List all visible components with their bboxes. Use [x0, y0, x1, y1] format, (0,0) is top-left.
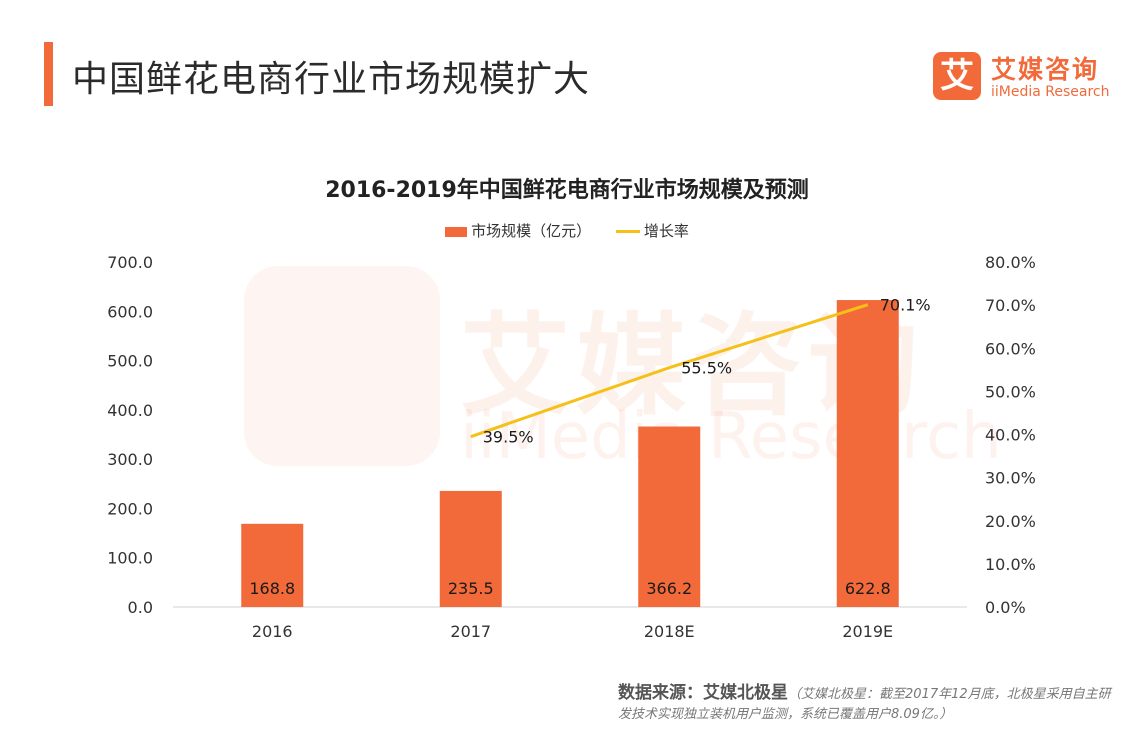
y-left-tick-label: 400.0: [107, 401, 153, 420]
y-right-tick-label: 60.0%: [985, 339, 1036, 358]
source-note: （艾媒北极星：截至2017年12月底，北极星采用自主研发技术实现独立装机用户监测…: [618, 687, 1111, 722]
bar: [439, 490, 502, 607]
bar: [836, 300, 899, 607]
y-right-tick-label: 80.0%: [985, 253, 1036, 272]
bar: [638, 426, 701, 607]
y-right-tick-label: 0.0%: [985, 598, 1026, 617]
growth-rate-line: [470, 303, 869, 439]
legend-item-line: 增长率: [615, 220, 689, 241]
chart-title: 2016-2019年中国鲜花电商行业市场规模及预测: [325, 178, 809, 203]
source-lead: 数据来源：艾媒北极星: [618, 683, 788, 703]
y-left-tick-label: 600.0: [107, 302, 153, 321]
page-title: 中国鲜花电商行业市场规模扩大: [72, 59, 591, 100]
watermark-mark: [244, 266, 440, 466]
y-right-tick-label: 50.0%: [985, 382, 1036, 401]
x-tick-label: 2016: [252, 622, 293, 641]
chart-legend: 市场规模（亿元） 增长率: [0, 220, 1134, 241]
y-right-tick-label: 20.0%: [985, 512, 1036, 531]
y-left-tick-label: 700.0: [107, 253, 153, 272]
legend-label-line: 增长率: [643, 222, 689, 240]
legend-swatch-line: [615, 230, 640, 233]
y-right-tick-label: 70.0%: [985, 296, 1036, 315]
x-tick-label: 2017: [450, 622, 491, 641]
line-value-label: 55.5%: [681, 359, 732, 378]
line-value-label: 39.5%: [483, 428, 534, 447]
x-tick-label: 2018E: [644, 622, 695, 641]
y-right-tick-label: 10.0%: [985, 555, 1036, 574]
bar: [241, 523, 304, 607]
logo-mark: 艾: [933, 52, 981, 100]
y-left-tick-label: 100.0: [107, 549, 153, 568]
x-tick-label: 2019E: [842, 622, 893, 641]
y-left-tick-label: 500.0: [107, 352, 153, 371]
y-right-tick-label: 30.0%: [985, 469, 1036, 488]
bar-value-label: 622.8: [845, 579, 891, 598]
legend-label-bar: 市场规模（亿元）: [471, 222, 592, 240]
y-left-tick-label: 300.0: [107, 450, 153, 469]
legend-swatch-bar: [445, 226, 468, 237]
brand-logo: 艾 艾媒咨询 iiMedia Research: [933, 52, 1113, 106]
y-left-tick-label: 200.0: [107, 499, 153, 518]
legend-item-bar: 市场规模（亿元）: [445, 220, 591, 241]
y-left-tick-label: 0.0: [128, 598, 153, 617]
y-right-tick-label: 40.0%: [985, 426, 1036, 445]
logo-name-en: iiMedia Research: [991, 84, 1110, 100]
bar-value-label: 235.5: [448, 579, 494, 598]
logo-name-cn: 艾媒咨询: [991, 55, 1100, 84]
bar-value-label: 168.8: [249, 579, 295, 598]
title-accent-bar: [44, 42, 53, 106]
bar-value-label: 366.2: [646, 579, 692, 598]
line-value-label: 70.1%: [880, 296, 931, 315]
watermark-en: iiMedia Research: [460, 400, 1002, 474]
data-source: 数据来源：艾媒北极星（艾媒北极星：截至2017年12月底，北极星采用自主研发技术…: [618, 683, 1118, 725]
